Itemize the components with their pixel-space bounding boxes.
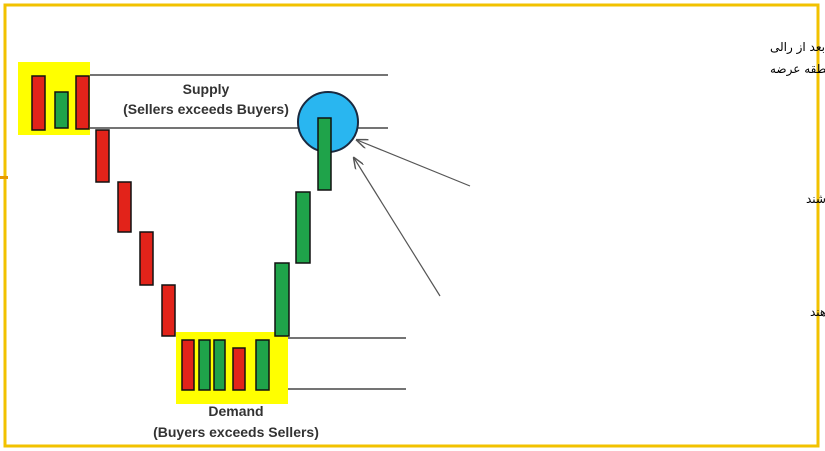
arrow — [357, 140, 471, 187]
candle — [317, 117, 332, 191]
note: ۱-خرید بعد از رالی — [770, 40, 825, 55]
callout: حرفه ای ها اینجا سفارشات خود را به مبتدی… — [806, 192, 825, 207]
arrow — [354, 158, 441, 297]
note: ۲-خرید در منطقه عرضه — [770, 62, 825, 77]
supply-title: Supply — [183, 81, 230, 97]
demand-subtitle: (Buyers exceeds Sellers) — [153, 424, 319, 440]
demand-title: Demand — [208, 403, 263, 419]
candles — [31, 75, 311, 391]
frame — [3, 3, 820, 448]
callout: مبتدی ها در رالی ها وسوسه می شوند و خرید… — [810, 305, 825, 320]
tick — [0, 176, 8, 179]
supply-subtitle: (Sellers exceeds Buyers) — [123, 101, 289, 117]
